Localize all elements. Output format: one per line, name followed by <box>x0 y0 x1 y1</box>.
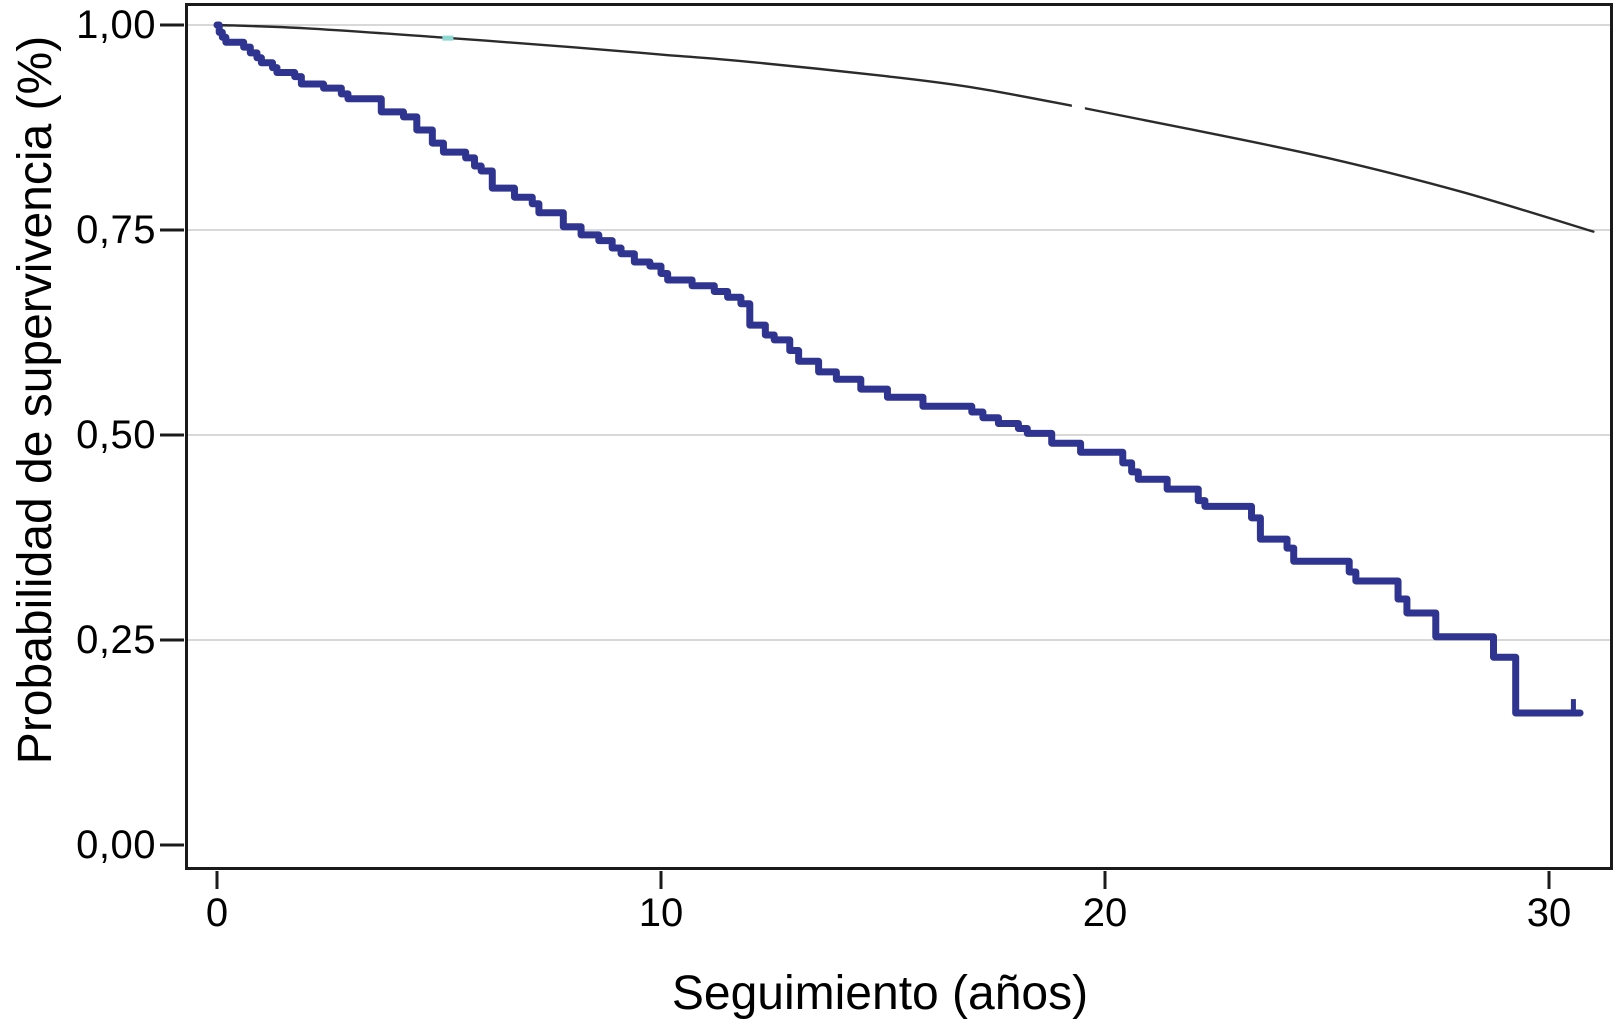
x-axis-tick-label: 0 <box>205 891 229 935</box>
expected-survival-curve <box>215 23 1595 233</box>
x-axis-tick-label: 10 <box>638 891 684 935</box>
y-axis-tick-label: 0,75 <box>76 208 156 252</box>
censor-mark <box>1071 103 1085 111</box>
y-axis-tick-label: 0,50 <box>76 413 156 457</box>
observed-survival-km-curve <box>213 21 1584 717</box>
censor-mark <box>442 35 454 41</box>
y-axis-tick-label: 0,00 <box>76 823 156 867</box>
plot-border <box>185 3 1613 870</box>
censor-mark <box>1570 699 1576 713</box>
y-axis-tick-label: 0,25 <box>76 618 156 662</box>
x-axis-title: Seguimiento (años) <box>671 967 1089 1020</box>
y-axis-tick-label: 1,00 <box>76 3 156 47</box>
x-axis-tick-label: 20 <box>1082 891 1128 935</box>
x-axis-tick-label: 30 <box>1526 891 1572 935</box>
